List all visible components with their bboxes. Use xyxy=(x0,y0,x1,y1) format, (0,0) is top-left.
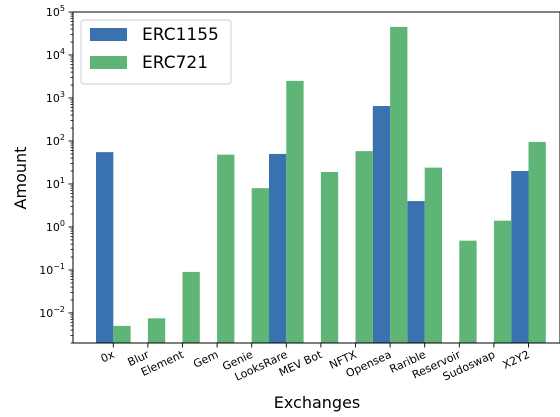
plot-frame xyxy=(72,11,560,344)
bar-erc721-blur xyxy=(147,318,166,343)
bar-erc1155-0x xyxy=(96,152,114,343)
legend-swatch-erc721 xyxy=(90,56,127,69)
bar-erc1155-opensea xyxy=(372,106,391,343)
x-tick-label: X2Y2 xyxy=(501,348,532,372)
bars-group xyxy=(96,26,546,343)
bar-erc721-element xyxy=(182,271,200,343)
bar-erc721-rarible xyxy=(424,167,442,343)
bar-erc721-nftx xyxy=(355,151,373,343)
y-tick-label: 100 xyxy=(46,219,65,234)
legend-label-erc721: ERC721 xyxy=(142,53,208,73)
y-tick-label: 102 xyxy=(46,133,65,148)
y-axis-title: Amount xyxy=(11,147,30,210)
x-tick-label: 0x xyxy=(99,348,117,366)
bar-erc721-sudoswap xyxy=(493,220,512,343)
bar-erc721-mev-bot xyxy=(320,171,339,343)
y-tick-label: 10−1 xyxy=(39,262,65,277)
y-axis: 10−2 10−1 100 101 102 103 104 105 xyxy=(39,4,73,344)
bar-erc721-reservoir xyxy=(459,240,477,343)
bar-erc721-looksrare xyxy=(286,80,304,343)
bar-erc721-0x xyxy=(113,325,131,343)
bar-erc1155-looksrare xyxy=(269,153,287,343)
bar-erc721-x2y2 xyxy=(528,141,546,343)
bar-erc1155-x2y2 xyxy=(511,171,529,343)
y-tick-label: 10−2 xyxy=(39,305,65,320)
legend-label-erc1155: ERC1155 xyxy=(142,25,219,45)
y-tick-label: 104 xyxy=(46,47,65,62)
bar-erc721-genie xyxy=(251,188,269,343)
y-tick-label: 105 xyxy=(46,4,65,19)
y-tick-label: 101 xyxy=(46,176,65,191)
bar-erc721-opensea xyxy=(390,26,408,343)
bar-erc1155-rarible xyxy=(407,201,425,343)
y-tick-label: 103 xyxy=(46,90,65,105)
bar-erc721-gem xyxy=(217,154,235,343)
legend-swatch-erc1155 xyxy=(90,28,127,41)
x-tick-label: Gem xyxy=(191,348,220,371)
x-axis-title: Exchanges xyxy=(274,393,361,412)
legend: ERC1155 ERC721 xyxy=(80,19,232,85)
